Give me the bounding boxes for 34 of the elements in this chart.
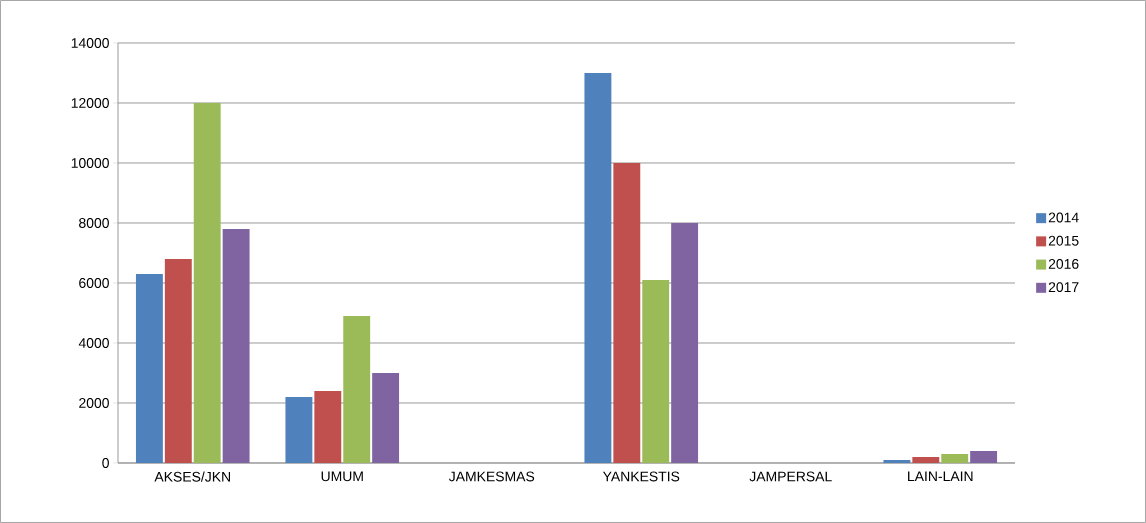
bar [941, 453, 969, 463]
x-tick-label: LAIN-LAIN [908, 471, 973, 482]
legend-label: 2017 [1048, 282, 1079, 293]
y-tick-label: 2000 [79, 398, 109, 408]
bar [671, 222, 699, 463]
bar [314, 390, 342, 463]
bar [912, 456, 940, 463]
bar [164, 258, 192, 463]
bar [372, 372, 400, 463]
bar [285, 396, 313, 463]
x-tick-label: JAMPERSAL [749, 471, 832, 482]
bar [970, 450, 998, 463]
x-tick-label: YANKESTIS [602, 471, 680, 482]
y-tick-label: 6000 [79, 278, 109, 288]
bar [343, 315, 371, 463]
legend-label: 2014 [1048, 212, 1079, 223]
x-tick-label: UMUM [321, 471, 363, 482]
y-tick-label: 12000 [71, 98, 109, 108]
bar [135, 273, 163, 463]
bar [642, 279, 670, 463]
bar [193, 102, 221, 463]
legend-label: 2015 [1048, 235, 1079, 246]
x-tick-label: JAMKESMAS [448, 471, 535, 482]
y-tick-label: 4000 [78, 338, 109, 348]
legend-label: 2016 [1048, 258, 1079, 269]
y-tick-label: 14000 [71, 38, 109, 48]
y-tick-label: 10000 [71, 158, 109, 168]
bar [222, 228, 250, 463]
x-tick-label: AKSES/JKN [154, 471, 230, 482]
bar [613, 162, 641, 463]
y-tick-label: 0 [102, 458, 109, 468]
y-tick-label: 8000 [79, 218, 109, 228]
bar [584, 72, 612, 463]
bar [883, 459, 911, 463]
